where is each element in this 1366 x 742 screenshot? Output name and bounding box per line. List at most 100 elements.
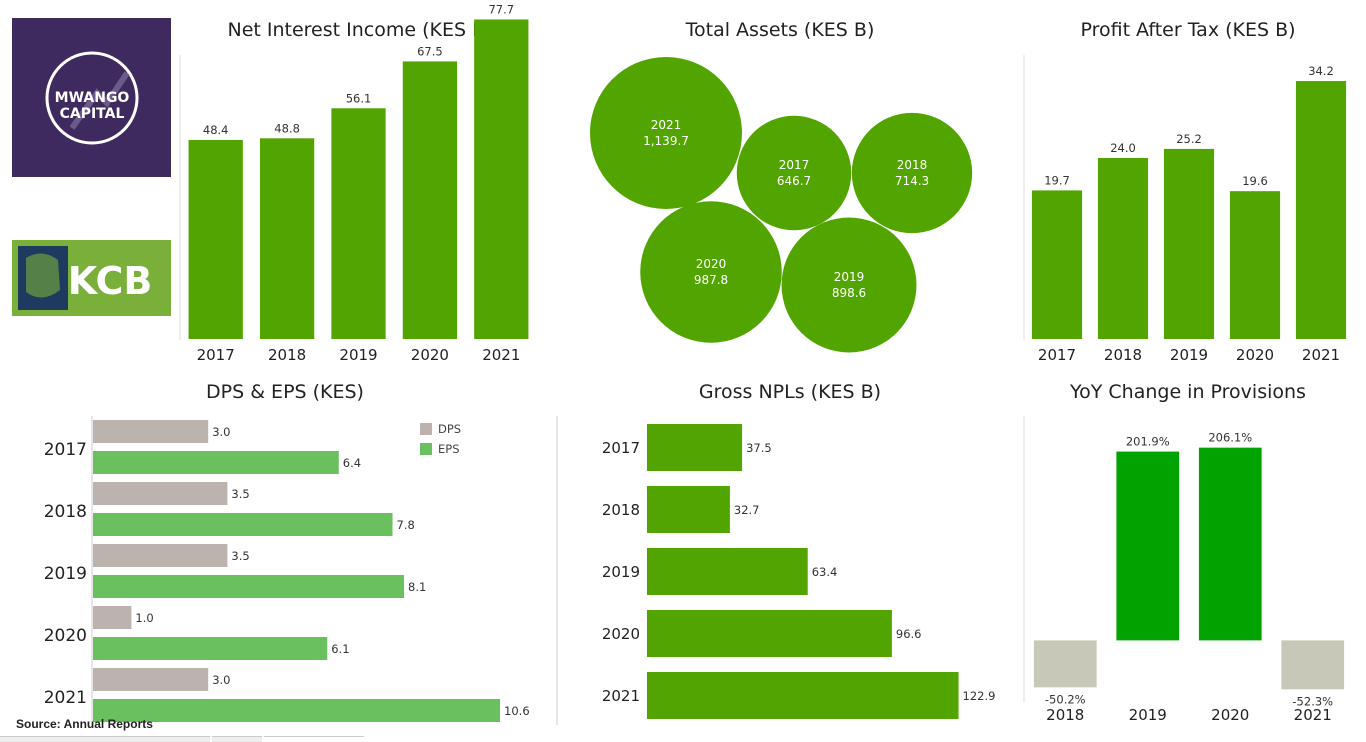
assets-bubble <box>781 217 917 353</box>
pat-tick-label: 2020 <box>1236 346 1274 364</box>
pat-data-label: 25.2 <box>1176 132 1202 146</box>
npl-data-label: 32.7 <box>734 503 760 517</box>
prov-tick-label: 2018 <box>1046 706 1084 724</box>
npl-tick-label: 2020 <box>602 625 640 643</box>
dps-eps-title: DPS & EPS (KES) <box>206 381 364 403</box>
dps-eps-tick-label: 2021 <box>44 688 87 708</box>
dps-eps-tick-label: 2020 <box>44 626 87 646</box>
dps-eps-tick-label: 2018 <box>44 502 87 522</box>
npl-bar <box>647 672 959 719</box>
sheet-tab[interactable] <box>0 736 210 742</box>
source-note: Source: Annual Reports <box>16 717 153 731</box>
kcb-logo: KCB <box>12 240 171 316</box>
nii-tick-label: 2020 <box>411 346 449 364</box>
nii-data-label: 67.5 <box>417 44 443 58</box>
eps-bar <box>93 513 393 536</box>
pat-data-label: 34.2 <box>1308 64 1334 78</box>
nii-bar <box>259 138 315 339</box>
npl-tick-label: 2017 <box>602 439 640 457</box>
mwango-capital-logo: MWANGO CAPITAL <box>12 18 171 177</box>
pat-bar <box>1295 81 1347 339</box>
assets-bubble <box>590 57 742 209</box>
pat-bar <box>1097 157 1149 339</box>
eps-data-label: 6.4 <box>343 456 361 470</box>
eps-bar <box>93 451 339 474</box>
assets-bubble <box>851 112 973 234</box>
assets-bubble-value: 1,139.7 <box>643 134 689 148</box>
nii-tick-label: 2018 <box>268 346 306 364</box>
legend-eps-swatch <box>420 443 432 455</box>
kcb-logo-text: KCB <box>68 259 153 303</box>
assets-bubble-value: 714.3 <box>895 174 929 188</box>
sheet-tab[interactable] <box>212 736 262 742</box>
npl-title: Gross NPLs (KES B) <box>698 381 882 403</box>
nii-data-label: 48.8 <box>274 121 300 135</box>
prov-tick-label: 2021 <box>1294 706 1332 724</box>
pat-bar <box>1031 190 1083 339</box>
prov-tick-label: 2019 <box>1129 706 1167 724</box>
prov-bar <box>1116 451 1180 641</box>
dps-data-label: 3.0 <box>212 425 230 439</box>
nii-data-label: 48.4 <box>203 123 229 137</box>
npl-data-label: 122.9 <box>963 689 996 703</box>
dps-data-label: 1.0 <box>135 611 153 625</box>
npl-tick-label: 2018 <box>602 501 640 519</box>
prov-bar <box>1281 640 1345 690</box>
assets-bubble-year: 2017 <box>779 158 810 172</box>
npl-bar <box>647 424 743 471</box>
assets-bubble-year: 2020 <box>696 257 727 271</box>
assets-bubble-value: 987.8 <box>694 273 728 287</box>
prov-data-label: 201.9% <box>1126 435 1170 449</box>
npl-bar <box>647 548 808 595</box>
pat-data-label: 24.0 <box>1110 141 1136 155</box>
npl-bar <box>647 486 730 533</box>
assets-title: Total Assets (KES B) <box>685 19 875 41</box>
nii-bar <box>474 19 529 340</box>
pat-title: Profit After Tax (KES B) <box>1080 19 1296 41</box>
eps-data-label: 8.1 <box>408 580 426 594</box>
pat-tick-label: 2018 <box>1104 346 1142 364</box>
npl-data-label: 96.6 <box>896 627 922 641</box>
dps-bar <box>93 668 209 691</box>
nii-bar <box>188 139 243 339</box>
prov-data-label: -50.2% <box>1045 692 1086 706</box>
assets-bubble-value: 898.6 <box>832 286 866 300</box>
mwango-logo-line2: CAPITAL <box>60 106 125 122</box>
sheet-tab[interactable] <box>264 736 364 742</box>
dps-data-label: 3.0 <box>212 673 230 687</box>
eps-data-label: 7.8 <box>397 518 415 532</box>
prov-title: YoY Change in Provisions <box>1070 381 1306 403</box>
nii-data-label: 77.7 <box>488 2 514 16</box>
prov-data-label: -52.3% <box>1292 694 1333 708</box>
prov-data-label: 206.1% <box>1208 431 1252 445</box>
legend-dps-label: DPS <box>438 422 461 436</box>
prov-bar <box>1198 447 1262 641</box>
dps-bar <box>93 482 228 505</box>
pat-tick-label: 2017 <box>1038 346 1076 364</box>
assets-bubble-year: 2018 <box>897 158 928 172</box>
dps-bar <box>93 606 132 629</box>
eps-data-label: 10.6 <box>504 704 530 718</box>
nii-data-label: 56.1 <box>346 91 372 105</box>
dps-bar <box>93 420 209 443</box>
assets-bubble-year: 2021 <box>651 118 682 132</box>
pat-bar <box>1229 191 1281 339</box>
nii-tick-label: 2021 <box>482 346 520 364</box>
dps-data-label: 3.5 <box>231 487 249 501</box>
eps-bar <box>93 575 405 598</box>
nii-tick-label: 2017 <box>197 346 235 364</box>
dps-data-label: 3.5 <box>231 549 249 563</box>
npl-tick-label: 2019 <box>602 563 640 581</box>
pat-tick-label: 2021 <box>1302 346 1340 364</box>
assets-bubble-value: 646.7 <box>777 174 811 188</box>
assets-bubble <box>640 201 782 343</box>
npl-tick-label: 2021 <box>602 687 640 705</box>
nii-bar <box>402 61 458 339</box>
assets-bubble-year: 2019 <box>834 270 865 284</box>
pat-tick-label: 2019 <box>1170 346 1208 364</box>
nii-bar <box>331 108 386 339</box>
nii-title: Net Interest Income (KES B) <box>227 19 493 41</box>
npl-data-label: 63.4 <box>812 565 838 579</box>
dps-eps-tick-label: 2019 <box>44 564 87 584</box>
